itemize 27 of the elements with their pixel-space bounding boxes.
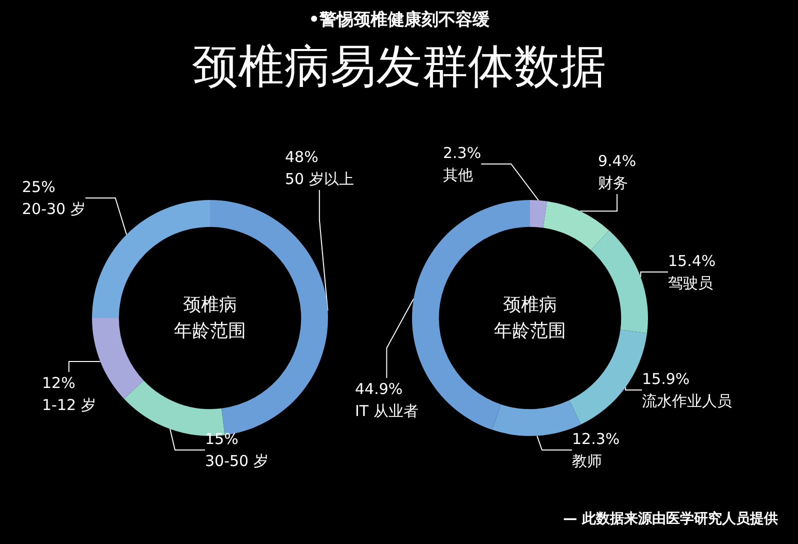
- slice-label: 其他: [443, 166, 473, 184]
- slice-label: 流水作业人员: [642, 392, 732, 410]
- data-label: 15.4%: [668, 252, 716, 270]
- data-label: 12%: [42, 374, 76, 392]
- text: — 此数据来源由医学研究人员提供: [563, 510, 778, 527]
- slice-label: 20-30 岁: [22, 200, 86, 218]
- data-label: 9.4%: [598, 152, 636, 170]
- slice-label: 驾驶员: [668, 274, 713, 292]
- slice-label: 30-50 岁: [205, 452, 268, 470]
- data-label: 15.9%: [642, 370, 690, 388]
- data-label: 48%: [285, 148, 318, 166]
- text: 颈椎病: [503, 294, 557, 316]
- text: 颈椎病: [183, 294, 237, 316]
- data-label: 44.9%: [355, 380, 403, 398]
- data-label: 2.3%: [443, 144, 482, 162]
- data-label: 12.3%: [572, 430, 620, 448]
- data-label: 15%: [205, 430, 238, 448]
- chart-title: 颈椎病易发群体数据: [191, 38, 607, 95]
- text: 年龄范围: [494, 320, 566, 342]
- slice-label: IT 从业者: [355, 402, 418, 420]
- slice-label: 50 岁以上: [285, 170, 354, 188]
- text: 年龄范围: [174, 320, 246, 342]
- slice-label: 教师: [572, 452, 602, 470]
- data-label: 25%: [22, 178, 56, 196]
- slice-label: 1-12 岁: [42, 396, 96, 414]
- slice-label: 财务: [598, 174, 628, 192]
- text: •警惕颈椎健康刻不容缓: [308, 9, 490, 31]
